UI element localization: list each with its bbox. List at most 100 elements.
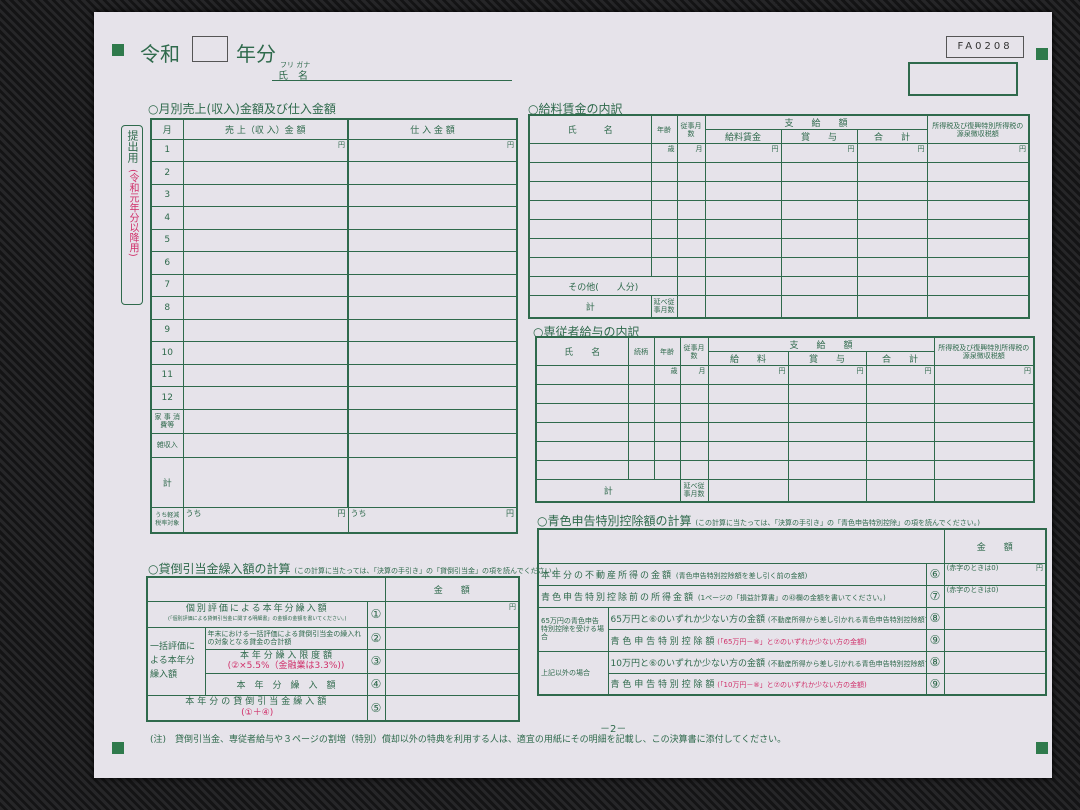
wages-cell-input[interactable] (704, 238, 782, 258)
blue-row-7-input[interactable]: (赤字のときは0) (943, 584, 1047, 608)
wages-cell-input[interactable] (650, 238, 678, 258)
family-cell-input[interactable] (679, 384, 709, 404)
family-cell-input[interactable] (865, 441, 935, 461)
wages-cell-input[interactable] (926, 162, 1030, 182)
wages-cell-input[interactable] (780, 257, 858, 277)
family-total-input[interactable] (707, 479, 789, 502)
wages-cell-input[interactable] (926, 181, 1030, 201)
wages-cell-input[interactable] (704, 257, 782, 277)
wages-cell-input[interactable] (926, 276, 1030, 296)
name-input-line[interactable] (272, 80, 512, 81)
wages-total-input[interactable] (676, 295, 706, 318)
sales-amount-input[interactable] (182, 251, 349, 275)
purchases-amount-input[interactable]: 円 (347, 138, 518, 162)
wages-cell-input[interactable] (780, 200, 858, 220)
family-cell-input[interactable] (787, 422, 867, 442)
family-cell-input[interactable] (707, 384, 789, 404)
family-total-input[interactable] (865, 479, 935, 502)
family-cell-input[interactable] (653, 422, 681, 442)
wages-cell-input[interactable] (926, 219, 1030, 239)
family-cell-input[interactable] (933, 441, 1035, 461)
family-cell-input[interactable] (865, 403, 935, 423)
wages-total-input[interactable] (704, 295, 782, 318)
family-cell-input[interactable] (933, 384, 1035, 404)
sales-reduced-input[interactable]: うち 円 (182, 506, 349, 534)
blue-10-row-8-input[interactable] (943, 650, 1047, 674)
purchases-amount-input[interactable] (347, 408, 518, 434)
wages-cell-input[interactable] (676, 181, 706, 201)
family-cell-input[interactable] (865, 422, 935, 442)
purchases-amount-input[interactable] (347, 432, 518, 458)
family-cell-input[interactable] (653, 460, 681, 480)
family-cell-input[interactable] (653, 403, 681, 423)
bad-debt-row-5-input[interactable] (384, 694, 520, 722)
wages-cell-input[interactable] (780, 181, 858, 201)
sales-amount-input[interactable] (182, 296, 349, 320)
purchases-amount-input[interactable] (347, 206, 518, 230)
bad-debt-row-3-input[interactable] (384, 648, 520, 674)
wages-cell-input[interactable] (676, 257, 706, 277)
family-cell-input[interactable] (627, 384, 655, 404)
wages-cell-input[interactable] (676, 238, 706, 258)
wages-cell-input[interactable] (704, 181, 782, 201)
bad-debt-row-1-input[interactable]: 円 (384, 600, 520, 628)
wages-cell-input[interactable]: 円 (856, 143, 928, 163)
wages-cell-input[interactable] (856, 162, 928, 182)
wages-cell-input[interactable] (704, 162, 782, 182)
sales-amount-input[interactable] (182, 273, 349, 297)
wages-cell-input[interactable] (856, 238, 928, 258)
family-cell-input[interactable]: 円 (707, 365, 789, 385)
wages-cell-input[interactable] (856, 219, 928, 239)
wages-cell-input[interactable] (704, 276, 782, 296)
family-cell-input[interactable] (535, 365, 629, 385)
sales-amount-input[interactable] (182, 228, 349, 252)
wages-cell-input[interactable] (528, 257, 652, 277)
purchases-amount-input[interactable] (347, 456, 518, 508)
wages-cell-input[interactable] (926, 200, 1030, 220)
family-total-input[interactable] (933, 479, 1035, 502)
wages-cell-input[interactable] (676, 162, 706, 182)
wages-cell-input[interactable]: 円 (926, 143, 1030, 163)
wages-cell-input[interactable] (856, 181, 928, 201)
family-cell-input[interactable] (787, 441, 867, 461)
family-cell-input[interactable] (933, 422, 1035, 442)
sales-amount-input[interactable] (182, 363, 349, 387)
wages-cell-input[interactable] (528, 143, 652, 163)
wages-cell-input[interactable] (528, 200, 652, 220)
family-cell-input[interactable] (933, 460, 1035, 480)
purchases-amount-input[interactable] (347, 296, 518, 320)
family-cell-input[interactable] (865, 460, 935, 480)
purchases-amount-input[interactable] (347, 161, 518, 185)
wages-cell-input[interactable] (926, 257, 1030, 277)
family-cell-input[interactable] (787, 460, 867, 480)
bad-debt-row-4-input[interactable] (384, 672, 520, 696)
sales-amount-input[interactable] (182, 408, 349, 434)
wages-cell-input[interactable] (650, 257, 678, 277)
sales-amount-input[interactable] (182, 161, 349, 185)
wages-cell-input[interactable] (676, 200, 706, 220)
wages-cell-input[interactable]: 歳 (650, 143, 678, 163)
wages-cell-input[interactable] (676, 276, 706, 296)
family-cell-input[interactable] (933, 403, 1035, 423)
blue-10-row-9-input[interactable] (943, 672, 1047, 696)
purchases-amount-input[interactable] (347, 228, 518, 252)
family-cell-input[interactable] (535, 441, 629, 461)
sales-amount-input[interactable]: 円 (182, 138, 349, 162)
family-cell-input[interactable]: 円 (865, 365, 935, 385)
wages-cell-input[interactable] (650, 162, 678, 182)
blue-row-6-input[interactable]: (赤字のときは0) 円 (943, 562, 1047, 586)
wages-total-input[interactable] (856, 295, 928, 318)
family-cell-input[interactable]: 円 (933, 365, 1035, 385)
purchases-amount-input[interactable] (347, 363, 518, 387)
wages-cell-input[interactable] (780, 238, 858, 258)
wages-cell-input[interactable] (676, 219, 706, 239)
sales-amount-input[interactable] (182, 183, 349, 207)
wages-cell-input[interactable] (856, 276, 928, 296)
wages-cell-input[interactable] (528, 238, 652, 258)
family-cell-input[interactable]: 円 (787, 365, 867, 385)
family-cell-input[interactable] (627, 460, 655, 480)
purchases-amount-input[interactable] (347, 183, 518, 207)
wages-total-input[interactable] (780, 295, 858, 318)
family-cell-input[interactable] (679, 422, 709, 442)
family-cell-input[interactable] (787, 384, 867, 404)
